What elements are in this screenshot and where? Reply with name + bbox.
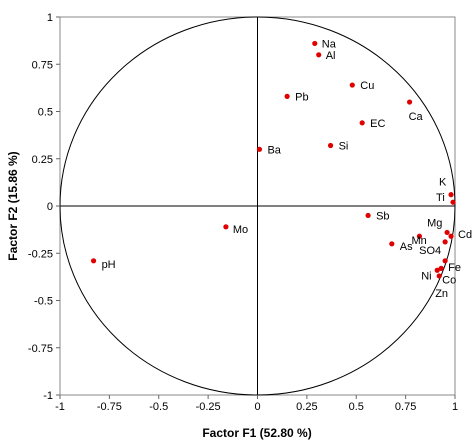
x-axis-title: Factor F1 (52.80 %) bbox=[202, 426, 311, 440]
y-tick-label: -0.25 bbox=[28, 248, 53, 260]
point-label-so4: SO4 bbox=[419, 245, 441, 257]
x-tick-label: -0.75 bbox=[97, 401, 122, 413]
point-label-na: Na bbox=[322, 38, 337, 50]
x-tick-label: -0.25 bbox=[196, 401, 221, 413]
x-tick-label: -1 bbox=[55, 401, 65, 413]
data-point-mn bbox=[416, 233, 423, 239]
point-label-mn: Mn bbox=[411, 235, 426, 247]
point-label-fe: Fe bbox=[448, 262, 461, 274]
data-point-so4 bbox=[442, 239, 448, 245]
data-point-zn bbox=[436, 273, 442, 279]
x-tick-label: -0.5 bbox=[149, 401, 168, 413]
point-label-zn: Zn bbox=[435, 288, 448, 300]
point-label-cu: Cu bbox=[360, 80, 374, 92]
point-label-k: K bbox=[439, 177, 447, 189]
y-tick-label: -0.5 bbox=[34, 296, 53, 308]
y-tick-label: 0.25 bbox=[32, 154, 53, 166]
data-point-mg bbox=[444, 229, 450, 236]
data-point-ph bbox=[90, 258, 97, 264]
data-point-fe bbox=[442, 258, 448, 264]
point-label-ba: Ba bbox=[267, 144, 281, 156]
data-point-sb bbox=[365, 212, 371, 219]
point-label-ca: Ca bbox=[409, 111, 424, 123]
data-point-ec bbox=[359, 120, 365, 126]
point-label-si: Si bbox=[339, 141, 349, 153]
x-tick-label: 0 bbox=[254, 401, 260, 413]
point-label-co: Co bbox=[442, 274, 456, 286]
data-point-pb bbox=[284, 93, 290, 99]
y-tick-label: 0.75 bbox=[32, 59, 53, 71]
x-tick-label: 0.25 bbox=[296, 401, 317, 413]
data-point-ca bbox=[406, 99, 413, 105]
y-tick-label: 0.5 bbox=[38, 107, 53, 119]
data-point-as bbox=[389, 241, 395, 247]
point-label-pb: Pb bbox=[295, 91, 308, 103]
y-tick-label: 0 bbox=[47, 201, 53, 213]
x-tick-label: 1 bbox=[452, 401, 458, 413]
data-point-cd bbox=[448, 233, 454, 239]
point-label-sb: Sb bbox=[376, 210, 389, 222]
data-point-si bbox=[327, 142, 334, 149]
point-label-cd: Cd bbox=[458, 229, 472, 241]
point-label-ec: EC bbox=[370, 118, 385, 130]
ticks-layer: -1 -0.75 -0.5 -0.25 0 0.25 0.5 0.75 1 1 0.75 0.5 0.2… bbox=[28, 12, 458, 413]
point-label-ni: Ni bbox=[421, 270, 431, 282]
x-tick-label: 0.75 bbox=[395, 401, 416, 413]
x-tick-label: 0.5 bbox=[349, 401, 364, 413]
data-point-ba bbox=[256, 146, 263, 152]
point-label-ti: Ti bbox=[436, 192, 445, 204]
data-point-co bbox=[438, 265, 444, 271]
data-point-ti bbox=[450, 199, 456, 205]
y-tick-label: 1 bbox=[47, 12, 53, 24]
point-label-mo: Mo bbox=[233, 224, 248, 236]
data-point-mo bbox=[223, 224, 229, 230]
point-label-al: Al bbox=[326, 50, 336, 62]
point-label-ph: pH bbox=[102, 259, 116, 271]
point-label-mg: Mg bbox=[427, 217, 442, 229]
y-axis-title: Factor F2 (15.86 %) bbox=[6, 151, 20, 260]
y-tick-label: -0.75 bbox=[28, 343, 53, 355]
data-point-al bbox=[316, 52, 322, 58]
data-point-k bbox=[448, 192, 454, 198]
point-label-as: As bbox=[400, 241, 413, 253]
data-point-ni bbox=[434, 267, 440, 273]
y-tick-label: -1 bbox=[43, 390, 53, 402]
data-point-cu bbox=[349, 82, 355, 88]
data-point-na bbox=[312, 40, 318, 47]
